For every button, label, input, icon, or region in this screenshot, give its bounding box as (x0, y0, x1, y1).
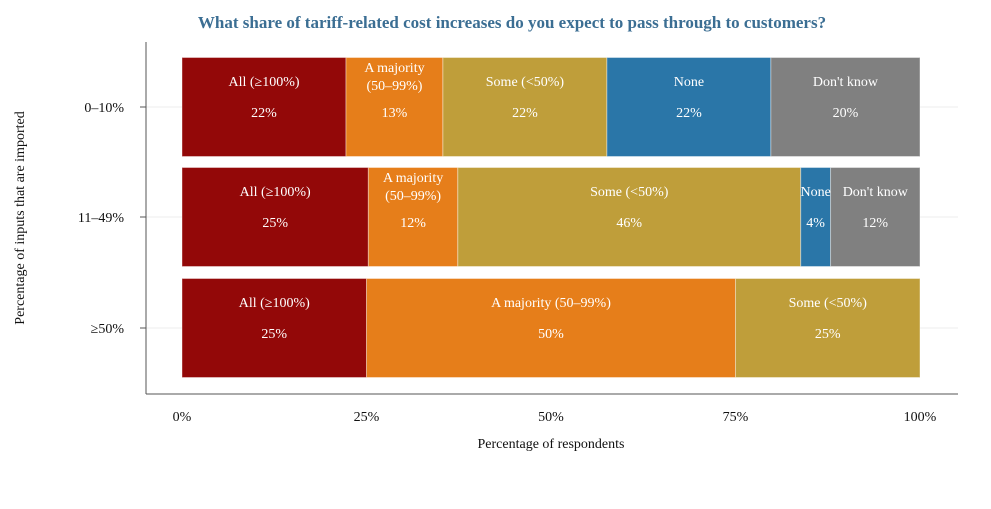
bar-segment (181, 278, 367, 378)
data-label: 13% (382, 106, 408, 121)
x-tick-label: 50% (538, 410, 564, 425)
x-tick-label: 100% (904, 410, 937, 425)
bar-segment (181, 167, 369, 267)
data-label: 46% (616, 216, 642, 231)
segment-label: Some (<50%) (789, 296, 868, 311)
bar-segment (345, 57, 444, 157)
segment-label: A majority (364, 61, 424, 76)
bar-segment (457, 167, 802, 267)
bar-segment (800, 167, 832, 267)
bar-segment (366, 278, 736, 378)
y-axis-label: Percentage of inputs that are imported (13, 111, 28, 324)
segment-label: Don't know (813, 75, 879, 90)
chart-title: What share of tariff-related cost increa… (198, 13, 826, 32)
data-label: 25% (815, 327, 841, 342)
bar-segment (442, 57, 608, 157)
data-label: 12% (862, 216, 888, 231)
bar-segment (367, 167, 459, 267)
bar-segment (735, 278, 921, 378)
data-label: 12% (400, 216, 426, 231)
segment-label: (50–99%) (385, 189, 441, 204)
y-tick-label: 0–10% (84, 101, 124, 116)
data-label: 50% (538, 327, 564, 342)
segment-label: Don't know (843, 185, 909, 200)
segment-label: A majority (383, 171, 443, 186)
data-label: 20% (833, 106, 859, 121)
bar-segment (830, 167, 921, 267)
bar-segment (181, 57, 347, 157)
segment-label: All (≥100%) (240, 185, 311, 200)
data-label: 22% (251, 106, 277, 121)
x-axis-label: Percentage of respondents (478, 437, 625, 452)
x-tick-label: 25% (354, 410, 380, 425)
y-tick-label: 11–49% (78, 211, 124, 226)
data-label: 25% (261, 327, 287, 342)
segment-label: (50–99%) (366, 79, 422, 94)
data-label: 22% (676, 106, 702, 121)
segment-label: All (≥100%) (239, 296, 310, 311)
y-tick-label: ≥50% (91, 322, 125, 337)
data-label: 4% (806, 216, 825, 231)
segment-label: Some (<50%) (486, 75, 565, 90)
segment-label: None (800, 185, 830, 200)
segment-label: None (674, 75, 704, 90)
segment-label: All (≥100%) (228, 75, 299, 90)
segment-label: A majority (50–99%) (491, 296, 611, 311)
x-tick-label: 0% (173, 410, 192, 425)
x-tick-label: 75% (723, 410, 749, 425)
bar-segment (770, 57, 921, 157)
bar-segment (606, 57, 772, 157)
data-label: 25% (262, 216, 288, 231)
data-label: 22% (512, 106, 538, 121)
segment-label: Some (<50%) (590, 185, 669, 200)
